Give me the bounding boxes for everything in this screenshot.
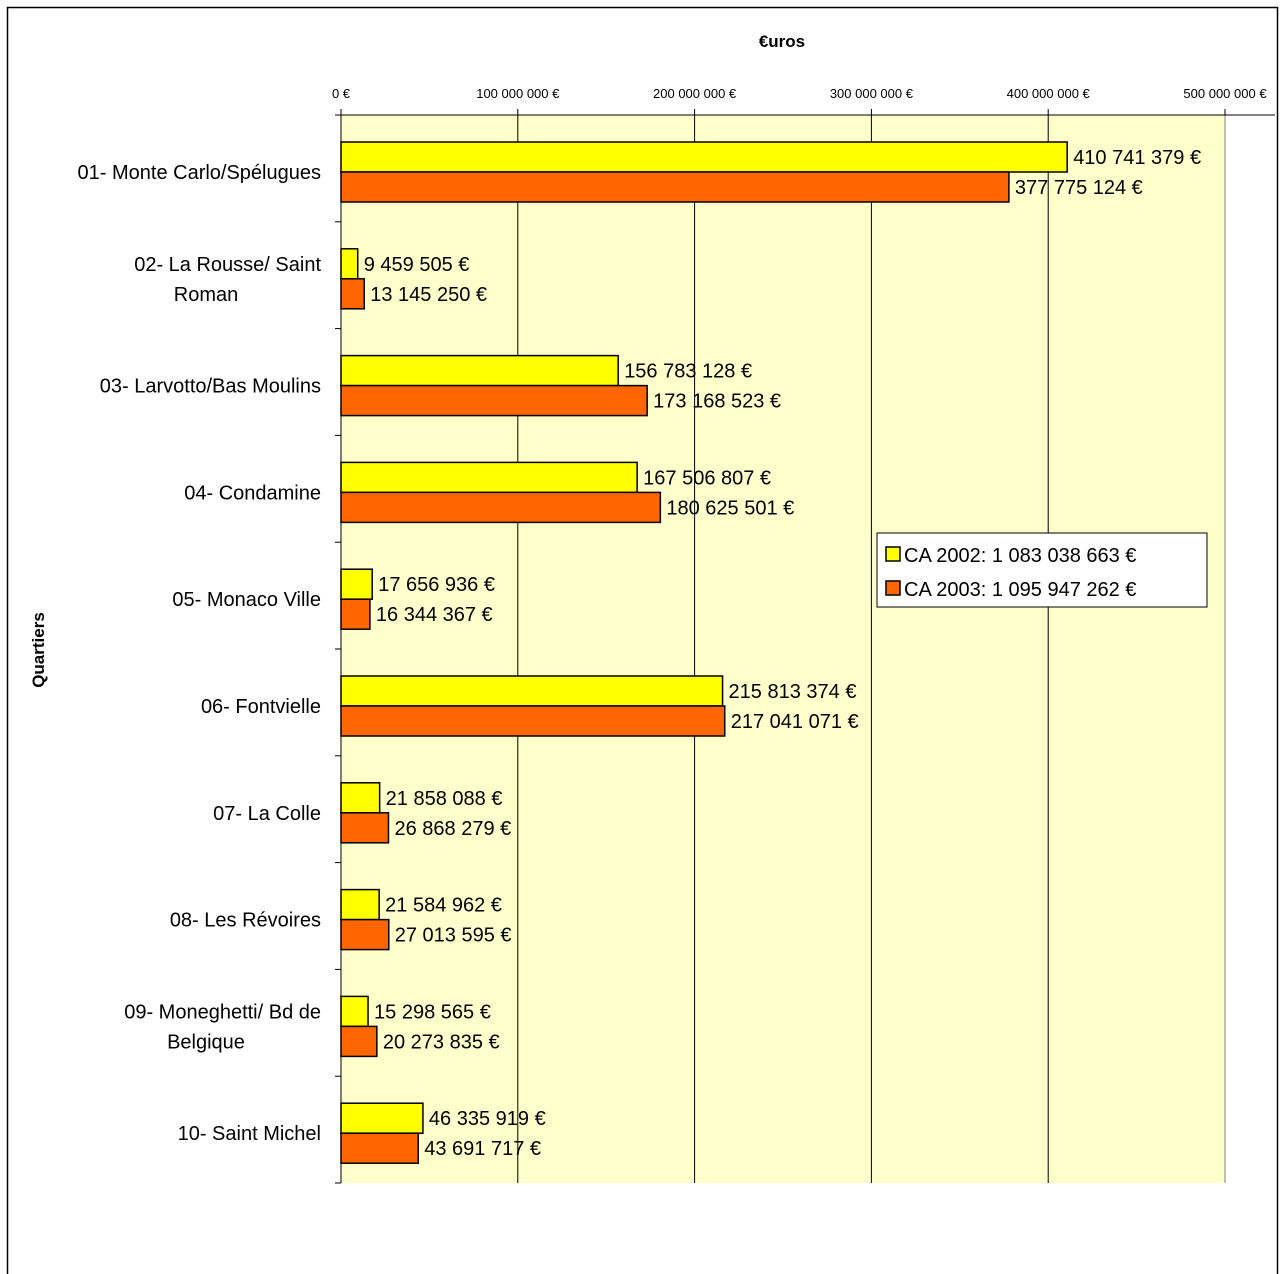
bar-2002 [340,1102,424,1134]
bar-2003 [340,598,371,630]
category-label: Roman [174,284,238,306]
plot-background [341,115,1225,1183]
data-label-2003: 377 775 124 € [1015,177,1143,199]
x-tick-label: 300 000 000 € [830,86,914,101]
y-axis-title: Quartiers [29,612,48,688]
data-label-2002: 15 298 565 € [374,1001,491,1023]
legend-label-2003: CA 2003: 1 095 947 262 € [904,579,1136,601]
bar-2003 [340,1132,419,1164]
category-label: 02- La Rousse/ Saint [134,254,321,276]
bar-2003 [340,491,662,524]
bar-2002 [340,461,638,494]
bar-2002 [340,888,380,921]
category-label: 01- Monte Carlo/Spélugues [78,162,321,184]
category-label: 05- Monaco Ville [172,589,321,611]
bar-2003 [340,1025,378,1058]
x-tick-label: 200 000 000 € [653,86,737,101]
data-label-2003: 26 868 279 € [395,818,512,840]
bar-2002 [340,995,369,1028]
legend: CA 2002: 1 083 038 663 € CA 2003: 1 095 9… [876,532,1208,608]
x-tick-label: 400 000 000 € [1007,86,1091,101]
data-label-2003: 20 273 835 € [383,1031,500,1053]
data-label-2003: 13 145 250 € [370,284,487,306]
bar-2002 [340,782,381,814]
legend-label-2002: CA 2002: 1 083 038 663 € [904,545,1136,567]
legend-swatch-2002 [885,546,901,562]
chart-title: €uros [759,32,805,51]
data-label-2002: 17 656 936 € [378,574,495,596]
data-label-2002: 167 506 807 € [643,467,771,489]
category-label: Belgique [167,1031,245,1053]
data-label-2003: 27 013 595 € [395,925,512,947]
data-label-2002: 156 783 128 € [624,361,752,383]
category-label: 06- Fontvielle [201,696,321,718]
x-tick-label: 500 000 000 € [1183,86,1267,101]
x-tick-label: 0 € [332,86,351,101]
x-tick-label: 100 000 000 € [476,86,560,101]
bar-2003 [340,278,365,310]
data-label-2003: 16 344 367 € [376,604,493,626]
data-label-2003: 173 168 523 € [653,391,781,413]
category-label: 04- Condamine [184,482,321,504]
bar-2003 [340,384,648,417]
data-label-2002: 410 741 379 € [1073,147,1201,169]
bar-2002 [340,675,724,707]
category-label: 07- La Colle [213,803,321,825]
category-label: 03- Larvotto/Bas Moulins [100,376,321,398]
bar-2003 [340,812,390,844]
bar-2002 [340,141,1068,173]
bar-2003 [340,918,390,951]
plot-area: 0 € 100 000 000 € 200 000 000 € 300 000 000… [78,86,1275,1184]
category-label: 09- Moneghetti/ Bd de [124,1001,321,1023]
legend-swatch-2003 [885,580,901,596]
data-label-2003: 180 625 501 € [666,497,794,519]
data-label-2003: 217 041 071 € [731,711,859,733]
category-label: 08- Les Révoires [170,910,321,932]
legend-box [876,532,1208,608]
bar-2003 [340,705,726,737]
data-label-2002: 21 584 962 € [385,895,502,917]
bar-2002 [340,354,619,387]
data-label-2002: 46 335 919 € [429,1108,546,1130]
bar-2003 [340,171,1010,203]
data-label-2002: 21 858 088 € [386,788,503,810]
bar-2002 [340,248,359,280]
category-label: 10- Saint Michel [178,1123,321,1145]
data-label-2002: 9 459 505 € [364,254,470,276]
data-label-2002: 215 813 374 € [729,681,857,703]
data-label-2003: 43 691 717 € [424,1138,541,1160]
bar-2002 [340,568,373,600]
